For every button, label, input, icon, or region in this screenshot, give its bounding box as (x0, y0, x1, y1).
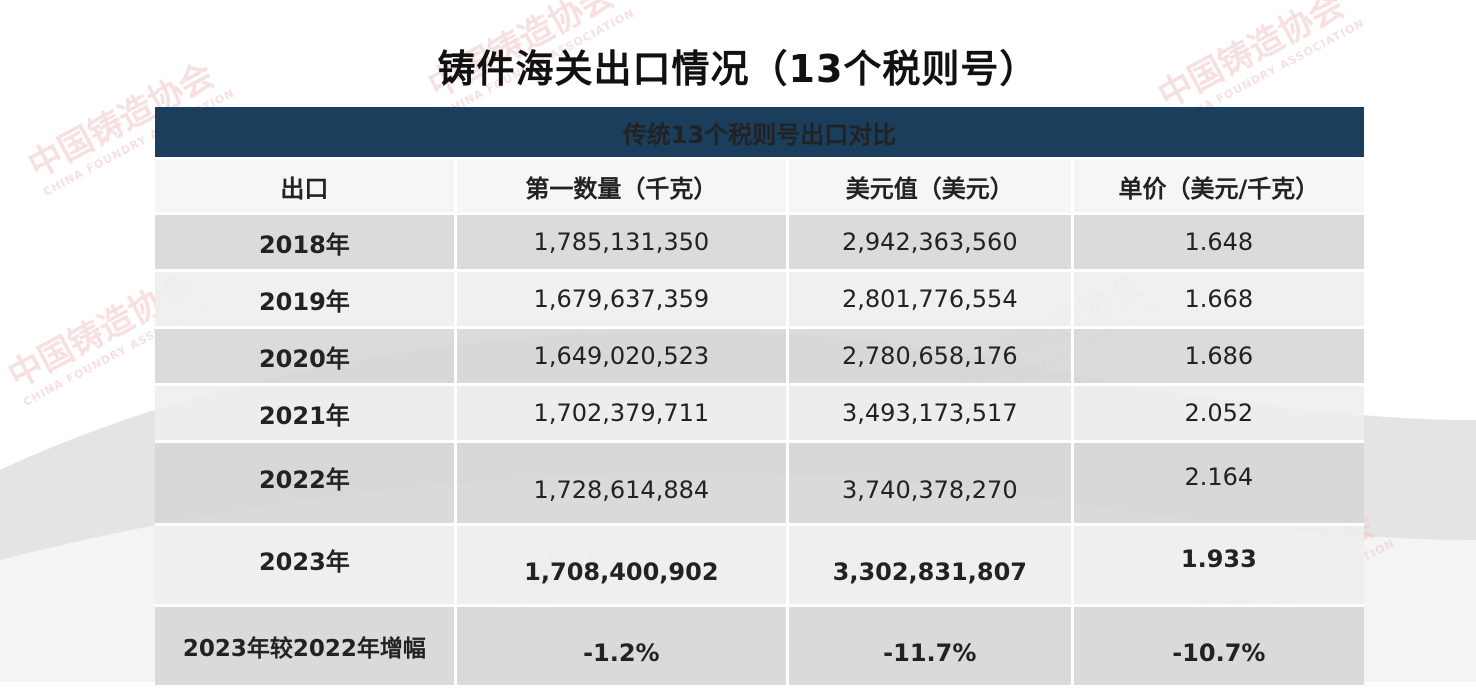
table-row: 2023年 1,708,400,902 3,302,831,807 1.933 (155, 526, 1364, 607)
row-year: 2021年 (155, 386, 457, 443)
row-year: 2023年 (155, 526, 457, 607)
row-unit-price: 2.164 (1073, 443, 1364, 526)
row-unit-price: 1.668 (1073, 272, 1364, 329)
table-row: 2022年 1,728,614,884 3,740,378,270 2.164 (155, 443, 1364, 526)
table-caption-row: 传统13个税则号出口对比 (155, 107, 1364, 160)
page-title: 铸件海关出口情况（13个税则号） (437, 47, 1039, 91)
row-year: 2018年 (155, 215, 457, 272)
change-quantity: -1.2% (456, 607, 789, 688)
table-caption: 传统13个税则号出口对比 (155, 107, 1364, 160)
change-unit-price: -10.7% (1073, 607, 1364, 688)
change-label: 2023年较2022年增幅 (155, 607, 457, 688)
header-export: 出口 (155, 160, 457, 215)
header-usd-value: 美元值（美元） (788, 160, 1074, 215)
row-usd-value: 3,740,378,270 (788, 443, 1074, 526)
row-usd-value: 2,780,658,176 (788, 329, 1074, 386)
row-quantity: 1,702,379,711 (456, 386, 789, 443)
row-quantity: 1,649,020,523 (456, 329, 789, 386)
row-usd-value: 3,302,831,807 (788, 526, 1074, 607)
header-quantity: 第一数量（千克） (456, 160, 789, 215)
export-table: 传统13个税则号出口对比 出口 第一数量（千克） 美元值（美元） 单价（美元/千… (155, 107, 1364, 688)
row-year: 2019年 (155, 272, 457, 329)
row-quantity: 1,785,131,350 (456, 215, 789, 272)
table-row-change: 2023年较2022年增幅 -1.2% -11.7% -10.7% (155, 607, 1364, 688)
change-usd-value: -11.7% (788, 607, 1074, 688)
row-quantity: 1,728,614,884 (456, 443, 789, 526)
table-row: 2019年 1,679,637,359 2,801,776,554 1.668 (155, 272, 1364, 329)
header-unit-price: 单价（美元/千克） (1073, 160, 1364, 215)
row-usd-value: 3,493,173,517 (788, 386, 1074, 443)
row-year: 2022年 (155, 443, 457, 526)
table-row: 2018年 1,785,131,350 2,942,363,560 1.648 (155, 215, 1364, 272)
row-quantity: 1,708,400,902 (456, 526, 789, 607)
table-row: 2021年 1,702,379,711 3,493,173,517 2.052 (155, 386, 1364, 443)
row-quantity: 1,679,637,359 (456, 272, 789, 329)
row-unit-price: 1.686 (1073, 329, 1364, 386)
row-usd-value: 2,801,776,554 (788, 272, 1074, 329)
row-unit-price: 1.648 (1073, 215, 1364, 272)
row-usd-value: 2,942,363,560 (788, 215, 1074, 272)
row-year: 2020年 (155, 329, 457, 386)
table-row: 2020年 1,649,020,523 2,780,658,176 1.686 (155, 329, 1364, 386)
row-unit-price: 2.052 (1073, 386, 1364, 443)
row-unit-price: 1.933 (1073, 526, 1364, 607)
table-header-row: 出口 第一数量（千克） 美元值（美元） 单价（美元/千克） (155, 160, 1364, 215)
